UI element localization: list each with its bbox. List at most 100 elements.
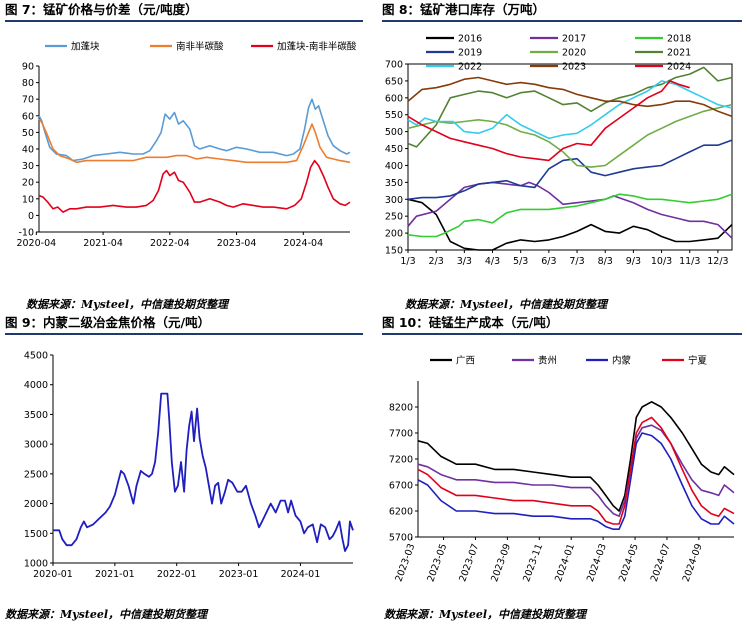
x-tick-label: 2021-04 bbox=[83, 238, 123, 249]
chart7-plot: -10 0 10 20 30 40 50 60 70 80 90 2020-04 2021-04 2022… bbox=[16, 41, 356, 250]
y-tick-label: 550 bbox=[385, 110, 403, 121]
x-tick-label: 3/3 bbox=[457, 256, 472, 267]
y-tick-label: 60 bbox=[22, 111, 34, 122]
chart8-panel: 150 200 250 300 350 400 450 500 550 600 650 700 1/3 2… bbox=[380, 24, 744, 294]
chart10-title: 图 10：硅锰生产成本（元/吨） bbox=[382, 315, 559, 330]
chart10-title-rule bbox=[382, 333, 742, 335]
y-tick-label: 650 bbox=[385, 76, 403, 87]
chart9-plot: 1000 1500 2000 2500 3000 3500 4000 4500 2020-01 2… bbox=[24, 351, 354, 580]
y-tick-label: -10 bbox=[18, 228, 34, 239]
series-line bbox=[407, 181, 733, 239]
x-tick-label: 2024-03 bbox=[585, 542, 609, 583]
y-tick-label: 90 bbox=[22, 62, 34, 73]
chart9-title: 图 9：内蒙二级冶金焦价格（元/吨） bbox=[5, 315, 211, 330]
y-tick-label: 50 bbox=[22, 128, 34, 139]
series-line bbox=[417, 401, 735, 512]
y-tick-label: 4500 bbox=[24, 351, 48, 362]
y-tick-label: 8200 bbox=[389, 403, 413, 414]
y-tick-label: 1000 bbox=[24, 559, 48, 570]
x-tick-label: 2023-11 bbox=[521, 542, 545, 583]
x-tick-label: 2024-01 bbox=[553, 542, 577, 583]
x-tick-label: 12/3 bbox=[707, 256, 728, 267]
legend-label: 2021 bbox=[667, 48, 691, 59]
chart8-title: 图 8：锰矿港口库存（万吨） bbox=[382, 2, 546, 17]
x-tick-label: 2024-09 bbox=[681, 542, 705, 583]
y-tick-label: 2500 bbox=[24, 469, 48, 480]
chart8-title-rule bbox=[382, 20, 742, 22]
y-tick-label: 7700 bbox=[389, 429, 413, 440]
series-line bbox=[53, 392, 354, 552]
series-line bbox=[407, 198, 733, 251]
x-tick-label: 4/3 bbox=[485, 256, 500, 267]
series-line bbox=[407, 76, 733, 118]
chart9-title-rule bbox=[5, 333, 363, 335]
y-tick-label: 600 bbox=[385, 93, 403, 104]
legend-label: 2024 bbox=[667, 62, 691, 73]
series-line bbox=[407, 66, 733, 148]
y-tick-label: 500 bbox=[385, 127, 403, 138]
y-tick-label: 6700 bbox=[389, 481, 413, 492]
x-tick-label: 8/3 bbox=[598, 256, 613, 267]
y-tick-label: 30 bbox=[22, 161, 34, 172]
y-tick-label: 250 bbox=[385, 212, 403, 223]
chart9-panel: 1000 1500 2000 2500 3000 3500 4000 4500 2020-01 2… bbox=[5, 337, 365, 587]
y-tick-label: 300 bbox=[385, 195, 403, 206]
series-line bbox=[407, 103, 733, 168]
y-tick-label: 200 bbox=[385, 229, 403, 240]
x-tick-label: 2020-01 bbox=[33, 569, 73, 580]
chart10-panel: 5700 6200 6700 7200 7700 8200 2023-03 2023-05 20… bbox=[380, 337, 744, 599]
x-tick-label: 7/3 bbox=[569, 256, 584, 267]
series-line bbox=[407, 193, 733, 238]
series-line bbox=[407, 80, 733, 140]
series-line bbox=[417, 416, 735, 525]
x-tick-label: 9/3 bbox=[626, 256, 641, 267]
legend-label: 南非半碳酸 bbox=[176, 41, 224, 53]
x-tick-label: 2023-03 bbox=[394, 542, 418, 583]
series-line bbox=[38, 118, 351, 164]
y-tick-label: 350 bbox=[385, 178, 403, 189]
legend-label: 2023 bbox=[562, 62, 586, 73]
x-tick-label: 2021-01 bbox=[95, 569, 135, 580]
x-tick-label: 2024-05 bbox=[617, 542, 641, 583]
y-tick-label: 7200 bbox=[389, 455, 413, 466]
chart7-source: 数据来源：Mysteel，中信建投期货整理 bbox=[26, 298, 229, 311]
x-tick-label: 2023-04 bbox=[217, 238, 257, 249]
x-tick-label: 2023-05 bbox=[425, 542, 449, 583]
y-tick-label: 150 bbox=[385, 246, 403, 257]
legend-label: 加蓬块 bbox=[71, 41, 100, 53]
y-tick-label: 2000 bbox=[24, 499, 48, 510]
chart8-source: 数据来源：Mysteel，中信建投期货整理 bbox=[405, 298, 608, 311]
legend-label: 2019 bbox=[458, 48, 482, 59]
y-tick-label: 6200 bbox=[389, 507, 413, 518]
chart7-panel: -10 0 10 20 30 40 50 60 70 80 90 2020-04 2021-04 2022… bbox=[5, 24, 365, 294]
series-line bbox=[407, 139, 733, 201]
chart7-title: 图 7：锰矿价格与价差（元/吨度） bbox=[5, 2, 198, 17]
legend-label: 广西 bbox=[456, 355, 475, 367]
x-tick-label: 2/3 bbox=[429, 256, 444, 267]
x-tick-label: 1/3 bbox=[400, 256, 415, 267]
x-tick-label: 6/3 bbox=[541, 256, 556, 267]
x-tick-label: 2023-07 bbox=[457, 542, 481, 583]
series-line bbox=[417, 432, 735, 530]
chart9-source: 数据来源：Mysteel，中信建投期货整理 bbox=[5, 608, 208, 621]
legend-label: 贵州 bbox=[538, 355, 557, 367]
y-tick-label: 20 bbox=[22, 178, 34, 189]
x-tick-label: 10/3 bbox=[651, 256, 672, 267]
y-tick-label: 10 bbox=[22, 194, 34, 205]
chart8-plot: 150 200 250 300 350 400 450 500 550 600 650 700 1/3 2… bbox=[385, 34, 733, 267]
x-tick-label: 11/3 bbox=[679, 256, 700, 267]
y-tick-label: 70 bbox=[22, 95, 34, 106]
y-tick-label: 1500 bbox=[24, 529, 48, 540]
y-tick-label: 5700 bbox=[389, 533, 413, 544]
y-tick-label: 450 bbox=[385, 144, 403, 155]
y-tick-label: 40 bbox=[22, 145, 34, 156]
y-tick-label: 80 bbox=[22, 78, 34, 89]
x-tick-label: 5/3 bbox=[513, 256, 528, 267]
series-line bbox=[407, 80, 690, 162]
y-tick-label: 4000 bbox=[24, 380, 48, 391]
series-line bbox=[38, 98, 351, 162]
chart10-source: 数据来源：Mysteel，中信建投期货整理 bbox=[384, 608, 587, 621]
x-tick-label: 2020-04 bbox=[16, 238, 56, 249]
y-tick-label: 3500 bbox=[24, 410, 48, 421]
chart10-plot: 5700 6200 6700 7200 7700 8200 2023-03 2023-05 20… bbox=[389, 355, 735, 583]
